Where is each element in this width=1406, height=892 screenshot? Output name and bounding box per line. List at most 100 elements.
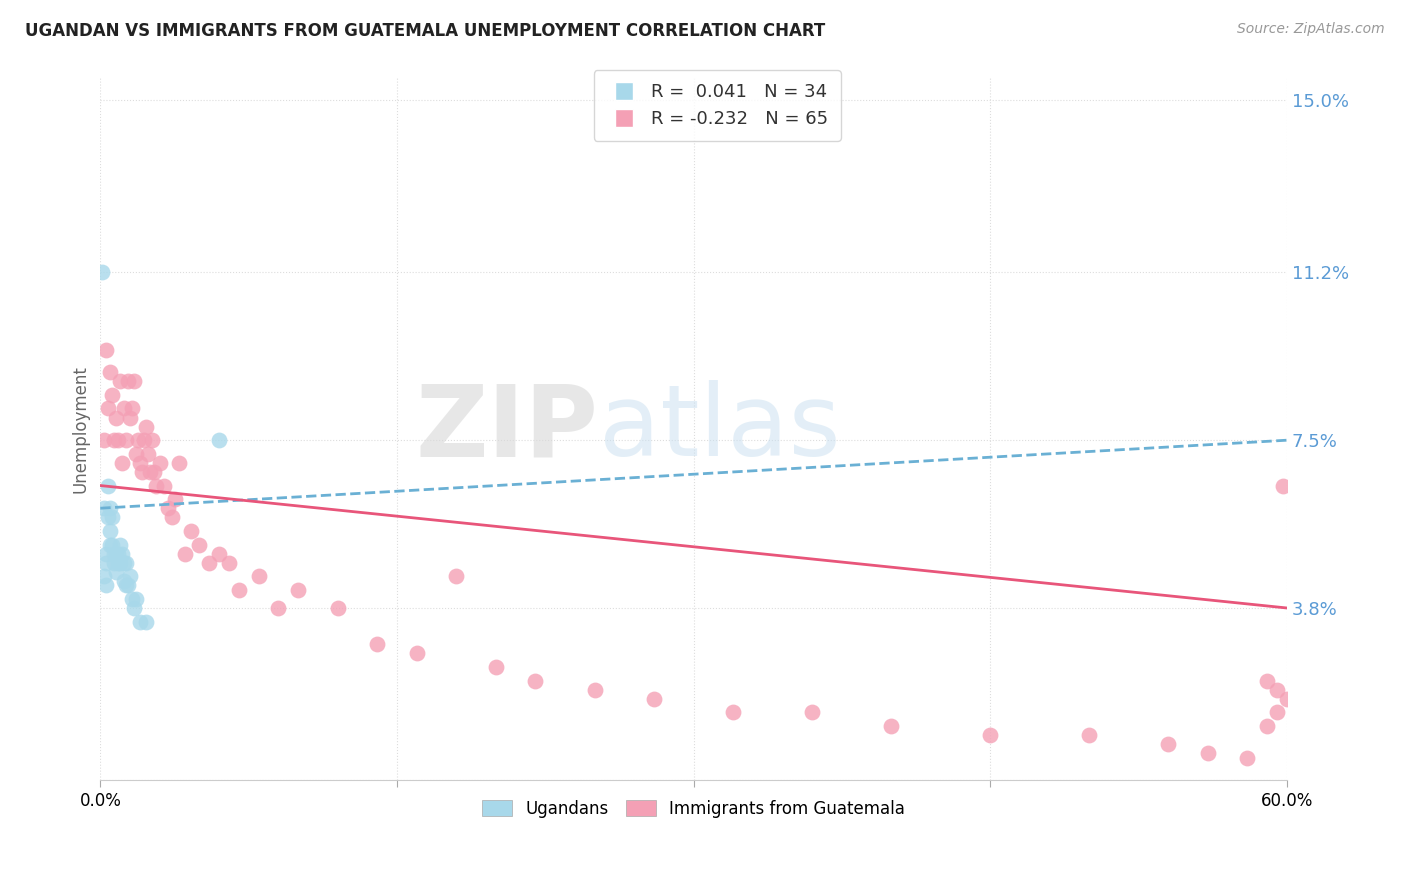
Point	[117, 374, 139, 388]
Point	[198, 556, 221, 570]
Point	[115, 556, 138, 570]
Point	[107, 434, 129, 448]
Point	[405, 646, 427, 660]
Point	[108, 556, 131, 570]
Point	[105, 410, 128, 425]
Point	[118, 410, 141, 425]
Point	[121, 401, 143, 416]
Point	[152, 478, 174, 492]
Point	[174, 547, 197, 561]
Point	[96, 343, 118, 357]
Point	[97, 478, 120, 492]
Point	[117, 578, 139, 592]
Point	[1157, 737, 1180, 751]
Point	[156, 501, 179, 516]
Point	[1197, 746, 1219, 760]
Point	[111, 547, 134, 561]
Point	[1256, 673, 1278, 688]
Point	[180, 524, 202, 538]
Point	[1271, 478, 1294, 492]
Point	[93, 569, 115, 583]
Point	[979, 728, 1001, 742]
Point	[107, 547, 129, 561]
Point	[97, 401, 120, 416]
Point	[115, 434, 138, 448]
Point	[149, 456, 172, 470]
Text: UGANDAN VS IMMIGRANTS FROM GUATEMALA UNEMPLOYMENT CORRELATION CHART: UGANDAN VS IMMIGRANTS FROM GUATEMALA UNE…	[25, 22, 825, 40]
Point	[880, 719, 903, 733]
Point	[208, 434, 231, 448]
Point	[91, 265, 114, 279]
Point	[93, 434, 115, 448]
Point	[115, 578, 138, 592]
Point	[103, 556, 125, 570]
Point	[93, 501, 115, 516]
Point	[118, 569, 141, 583]
Point	[101, 510, 124, 524]
Point	[1265, 682, 1288, 697]
Point	[97, 510, 120, 524]
Point	[643, 691, 665, 706]
Legend: Ugandans, Immigrants from Guatemala: Ugandans, Immigrants from Guatemala	[475, 793, 911, 825]
Point	[218, 556, 240, 570]
Y-axis label: Unemployment: Unemployment	[72, 365, 89, 492]
Point	[141, 434, 163, 448]
Text: atlas: atlas	[599, 380, 841, 477]
Point	[1236, 750, 1258, 764]
Point	[485, 660, 508, 674]
Point	[247, 569, 270, 583]
Point	[105, 547, 128, 561]
Point	[208, 547, 231, 561]
Point	[98, 365, 121, 379]
Point	[524, 673, 547, 688]
Point	[96, 578, 118, 592]
Point	[131, 465, 153, 479]
Point	[108, 374, 131, 388]
Text: Source: ZipAtlas.com: Source: ZipAtlas.com	[1237, 22, 1385, 37]
Point	[1256, 719, 1278, 733]
Point	[165, 492, 187, 507]
Point	[1265, 706, 1288, 720]
Point	[98, 537, 121, 551]
Point	[107, 556, 129, 570]
Point	[136, 447, 159, 461]
Point	[98, 501, 121, 516]
Point	[98, 524, 121, 538]
Point	[129, 456, 152, 470]
Point	[1275, 691, 1298, 706]
Point	[583, 682, 606, 697]
Point	[112, 574, 135, 588]
Point	[1078, 728, 1101, 742]
Point	[721, 706, 744, 720]
Point	[105, 565, 128, 579]
Point	[112, 556, 135, 570]
Point	[142, 465, 165, 479]
Point	[127, 434, 149, 448]
Point	[801, 706, 824, 720]
Point	[446, 569, 468, 583]
Point	[125, 591, 148, 606]
Point	[112, 401, 135, 416]
Point	[129, 615, 152, 629]
Point	[139, 465, 162, 479]
Point	[267, 601, 290, 615]
Point	[122, 601, 145, 615]
Point	[103, 434, 125, 448]
Point	[121, 591, 143, 606]
Point	[366, 637, 388, 651]
Point	[96, 547, 118, 561]
Point	[135, 419, 157, 434]
Point	[96, 556, 118, 570]
Point	[122, 374, 145, 388]
Text: ZIP: ZIP	[416, 380, 599, 477]
Point	[125, 447, 148, 461]
Point	[108, 537, 131, 551]
Point	[188, 537, 211, 551]
Point	[326, 601, 349, 615]
Point	[287, 582, 309, 597]
Point	[132, 434, 155, 448]
Point	[169, 456, 191, 470]
Point	[103, 547, 125, 561]
Point	[145, 478, 167, 492]
Point	[111, 456, 134, 470]
